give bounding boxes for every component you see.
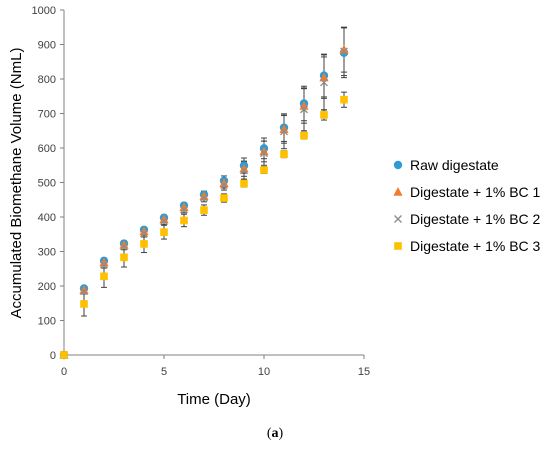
caption-open: ( (266, 426, 272, 441)
data-point-3 (260, 149, 268, 158)
data-point-3 (340, 47, 348, 56)
data-point-4 (120, 253, 128, 262)
y-tick-label: 0 (50, 350, 56, 362)
error-bars (81, 26, 347, 317)
caption-letter: a (271, 426, 279, 441)
x-tick-label: 10 (258, 366, 270, 378)
data-point-2 (259, 146, 269, 156)
legend-marker (393, 187, 403, 196)
legend-label: Digestate + 1% BC 2 (410, 211, 541, 227)
axes (60, 9, 365, 359)
data-point-3 (300, 105, 308, 114)
legend-label: Raw digestate (410, 157, 499, 173)
legend-label: Digestate + 1% BC 3 (410, 238, 541, 254)
y-tick-label: 900 (38, 40, 56, 52)
data-point-4 (320, 111, 328, 119)
y-axis-title: Accumulated Biomethane Volume (NmL) (8, 48, 25, 319)
x-tick-label: 15 (358, 366, 370, 378)
data-point-3 (140, 229, 148, 238)
legend-item: Raw digestate (393, 157, 499, 173)
data-point-3 (280, 127, 288, 136)
data-point-4 (160, 228, 168, 236)
data-point-2 (99, 257, 109, 267)
data-point-3 (240, 166, 248, 175)
data-point-2 (139, 226, 149, 236)
y-tick-label: 1000 (32, 5, 56, 17)
data-point-4 (180, 216, 188, 225)
data-point-3 (120, 242, 128, 251)
y-tick-label: 200 (38, 281, 56, 293)
data-point-4 (260, 166, 268, 174)
data-point-4 (280, 150, 288, 159)
y-tick-label: 400 (38, 212, 56, 224)
data-point-4 (200, 206, 208, 214)
data-point-2 (199, 191, 209, 201)
data-point-3 (160, 217, 168, 226)
data-point-2 (119, 239, 129, 249)
legend: Raw digestate Digestate + 1% BC 1 Digestat… (393, 157, 541, 254)
data-point-4 (340, 95, 348, 104)
data-point-4 (60, 351, 68, 359)
data-point-3 (100, 260, 108, 269)
caption-close: ) (278, 426, 284, 441)
legend-marker (393, 160, 403, 170)
legend-item: Digestate + 1% BC 3 (394, 238, 541, 254)
data-point-4 (220, 194, 228, 202)
data-point-2 (319, 72, 329, 82)
legend-marker (394, 215, 402, 223)
x-axis-title: Time (Day) (177, 391, 251, 408)
legend-label: Digestate + 1% BC 1 (410, 184, 541, 200)
data-point-3 (80, 287, 88, 296)
data-point-4 (140, 240, 148, 248)
figure-caption: (a) (0, 426, 550, 442)
y-tick-label: 700 (38, 109, 56, 121)
data-point-3 (220, 180, 228, 189)
data-point-2 (159, 214, 169, 224)
data-point-4 (100, 272, 108, 281)
data-point-4 (240, 179, 248, 188)
data-point-2 (339, 44, 349, 54)
data-point-3 (180, 205, 188, 214)
y-tick-label: 800 (38, 74, 56, 86)
y-tick-label: 300 (38, 247, 56, 259)
data-point-2 (279, 124, 289, 134)
y-tick-label: 600 (38, 143, 56, 155)
legend-item: Digestate + 1% BC 2 (394, 211, 541, 227)
x-tick-label: 5 (161, 366, 167, 378)
x-tick-label: 0 (61, 366, 67, 378)
data-points (59, 44, 349, 360)
y-tick-label: 500 (38, 178, 56, 190)
data-point-2 (79, 285, 89, 294)
legend-marker (394, 242, 402, 250)
data-point-4 (300, 131, 308, 140)
legend-item: Digestate + 1% BC 1 (393, 184, 541, 200)
data-point-2 (219, 178, 229, 187)
y-tick-label: 100 (38, 316, 56, 328)
data-point-4 (80, 300, 88, 308)
y-tick-labels: 0 100 200 300 400 500 600 700 800 900 1000 (32, 5, 56, 362)
data-point-2 (239, 163, 249, 173)
data-point-2 (179, 202, 189, 212)
data-point-3 (320, 78, 328, 87)
x-tick-labels: 0 5 10 15 (61, 366, 370, 378)
data-point-3 (200, 193, 208, 202)
